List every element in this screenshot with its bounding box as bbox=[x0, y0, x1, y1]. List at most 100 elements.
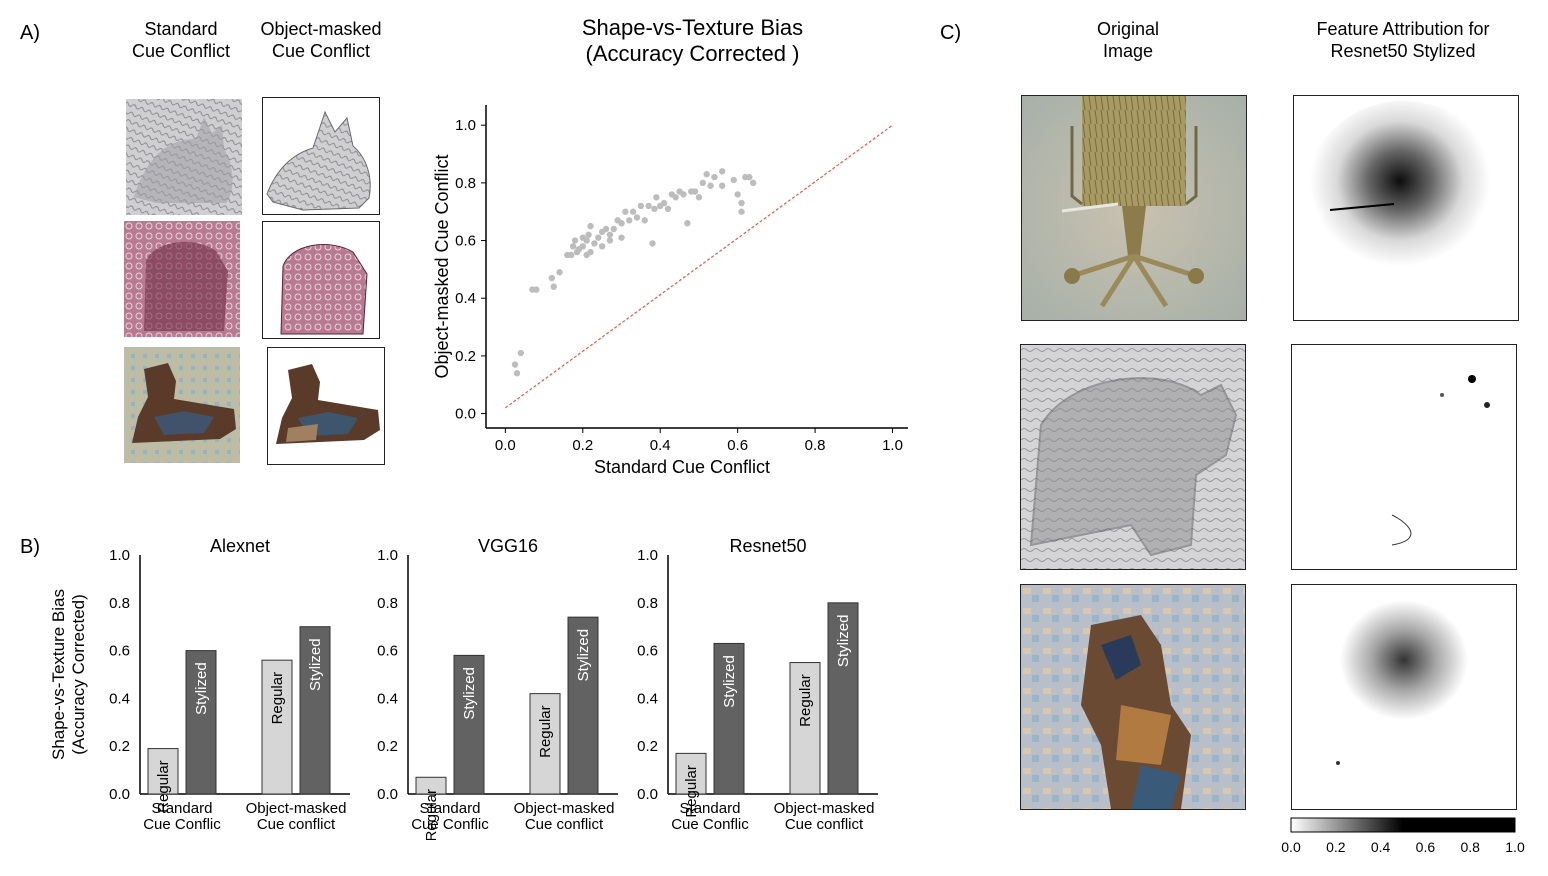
dog-standard-image bbox=[124, 347, 240, 463]
scatter-point bbox=[691, 188, 699, 195]
scatter-point bbox=[587, 248, 594, 256]
scatter-point bbox=[606, 237, 614, 244]
scatter-point bbox=[695, 194, 703, 201]
scatter-x-label: Standard Cue Conflict bbox=[594, 457, 770, 477]
bar-y-tick-label: 0.8 bbox=[377, 595, 398, 612]
bar-category-label: Cue Conflic bbox=[411, 816, 489, 833]
x-tick-label: 0.0 bbox=[495, 437, 516, 454]
scatter-point bbox=[699, 179, 707, 187]
bar-y-tick-label: 0.4 bbox=[109, 690, 130, 707]
scatter-point bbox=[738, 208, 745, 215]
scatter-point bbox=[637, 202, 645, 210]
regular-bar bbox=[675, 752, 707, 795]
colorbar-tick-label: 0.8 bbox=[1460, 839, 1480, 855]
regular-bar bbox=[529, 693, 561, 795]
scatter-point bbox=[556, 269, 563, 276]
bar-y-tick-label: 0.0 bbox=[109, 786, 130, 803]
regular-bar bbox=[261, 659, 293, 795]
scatter-point bbox=[684, 220, 691, 227]
bar-y-tick-label: 0.2 bbox=[109, 738, 130, 755]
x-tick-label: 1.0 bbox=[882, 437, 903, 454]
title-line: Resnet50 Stylized bbox=[1330, 41, 1476, 61]
scatter-point bbox=[618, 220, 625, 227]
title-line: Cue Conflict bbox=[131, 41, 231, 61]
scatter-point bbox=[622, 208, 629, 215]
bar-y-tick-label: 0.4 bbox=[637, 690, 658, 707]
identity-diagonal-line bbox=[505, 124, 893, 409]
dog-original-image bbox=[1020, 584, 1246, 810]
scatter-point bbox=[730, 176, 737, 184]
panel-c-label: C) bbox=[940, 22, 962, 44]
dog-attribution-map bbox=[1291, 584, 1517, 810]
scatter-subtitle: (Accuracy Corrected ) bbox=[585, 41, 800, 66]
x-tick-label: 0.8 bbox=[805, 437, 826, 454]
bar-category-label: Cue conflict bbox=[785, 816, 864, 833]
scatter-point bbox=[610, 225, 617, 233]
bar-y-tick-label: 1.0 bbox=[377, 547, 398, 564]
bar-y-tick-label: 0.8 bbox=[637, 595, 658, 612]
bar-category-label: Cue Conflic bbox=[143, 816, 221, 833]
scatter-point bbox=[548, 274, 556, 282]
scatter-point bbox=[645, 202, 652, 210]
bar-y-tick-label: 0.6 bbox=[637, 643, 658, 660]
bar-series-label: Regular bbox=[537, 705, 554, 758]
scatter-point bbox=[626, 217, 633, 224]
bar-y-tick-label: 0.2 bbox=[637, 738, 658, 755]
chair-original-image bbox=[1021, 95, 1247, 321]
bar-category-label: Cue Conflic bbox=[671, 816, 749, 833]
cat-masked-image bbox=[262, 97, 380, 215]
title-line: Object-masked bbox=[260, 19, 382, 39]
bar-category-label: Object-masked bbox=[774, 800, 875, 817]
bar-series-label: Stylized bbox=[835, 615, 852, 668]
x-tick-label: 0.4 bbox=[650, 437, 671, 454]
panel-a-label: A) bbox=[20, 22, 40, 44]
cat-standard-image bbox=[126, 99, 242, 215]
bar-y-label-line: Shape-vs-Texture Bias bbox=[49, 589, 68, 760]
scatter-point bbox=[718, 168, 726, 175]
stylized-bar bbox=[299, 626, 331, 795]
scatter-point bbox=[629, 208, 637, 215]
stylized-bar bbox=[827, 602, 859, 795]
bar-chart-title: Alexnet bbox=[210, 536, 270, 556]
chair-attribution-map bbox=[1293, 95, 1519, 321]
bar-series-label: Stylized bbox=[307, 638, 324, 691]
y-tick-label: 1.0 bbox=[455, 117, 476, 134]
scatter-point bbox=[703, 171, 710, 178]
title-line: Image bbox=[1102, 41, 1154, 61]
bar-series-label: Regular bbox=[423, 789, 440, 840]
scatter-point bbox=[649, 240, 656, 247]
scatter-point bbox=[550, 283, 557, 290]
bar-y-tick-label: 1.0 bbox=[109, 547, 130, 564]
y-tick-label: 0.0 bbox=[455, 406, 476, 423]
bar-chart-title: VGG16 bbox=[478, 536, 538, 556]
bar-series-label: Stylized bbox=[461, 667, 478, 720]
colorbar-tick-label: 0.4 bbox=[1371, 839, 1391, 855]
vgg16-bar-chart: VGG16 0.0 0.2 0.4 0.6 0.8 1.0 Regular Stylized St… bbox=[377, 536, 618, 840]
stylized-bar bbox=[185, 650, 217, 795]
y-tick-label: 0.2 bbox=[455, 348, 476, 365]
bar-category-label: Object-masked bbox=[246, 800, 347, 817]
bar-category-label: Standard bbox=[420, 800, 481, 817]
title-line: Feature Attribution for bbox=[1316, 19, 1490, 39]
bar-category-label: Standard bbox=[152, 800, 213, 817]
bar-category-label: Standard bbox=[680, 800, 741, 817]
scatter-point bbox=[511, 361, 519, 368]
attribution-colorbar: 0.0 0.2 0.4 0.6 0.8 1.0 bbox=[1281, 817, 1525, 855]
dog-masked-image bbox=[267, 347, 385, 465]
scatter-point bbox=[533, 286, 540, 293]
bar-series-label: Regular bbox=[683, 765, 700, 818]
scatter-point bbox=[598, 243, 606, 250]
scatter-point bbox=[738, 199, 745, 207]
standard-cue-conflict-title: Standard Cue Conflict bbox=[115, 18, 247, 62]
bar-category-label: Cue conflict bbox=[525, 816, 604, 833]
bear-masked-image bbox=[262, 221, 380, 339]
title-line: Cue Conflict bbox=[271, 41, 371, 61]
bar-y-label-line: (Accuracy Corrected) bbox=[69, 594, 88, 755]
resnet50-bar-chart: Resnet50 0.0 0.2 0.4 0.6 0.8 1.0 Regular Stylize… bbox=[637, 536, 878, 833]
scatter-point bbox=[571, 237, 579, 244]
stylized-bar bbox=[453, 654, 485, 795]
alexnet-bar-chart: Alexnet 0.0 0.2 0.4 0.6 0.8 1.0 Shape-vs-Textur… bbox=[49, 536, 350, 833]
scatter-plot: 0.0 0.2 0.4 0.6 0.8 1.0 0.0 0.2 0.4 0.6 0.8 1.0 St… bbox=[432, 105, 908, 477]
y-tick-label: 0.6 bbox=[455, 233, 476, 250]
elephant-attribution-map bbox=[1291, 344, 1517, 570]
